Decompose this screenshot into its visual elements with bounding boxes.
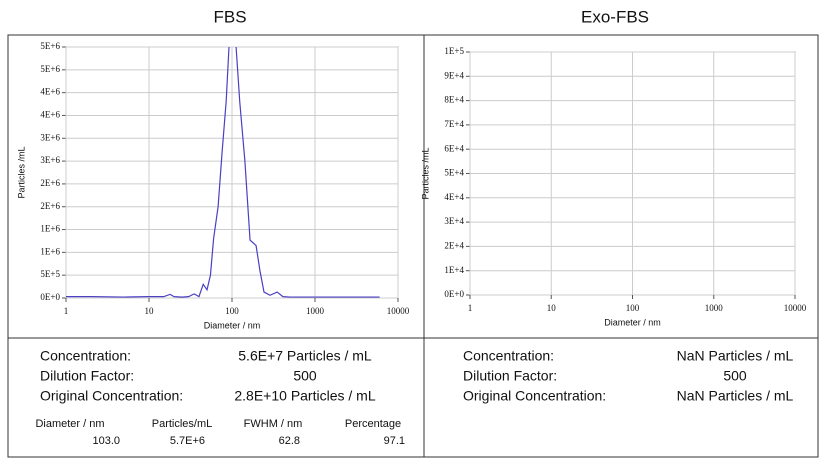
- x-tick-label: 1: [468, 303, 473, 313]
- y-tick-label: 3E+4: [444, 216, 464, 226]
- y-tick-label: 3E+6: [40, 132, 60, 142]
- stat-value: 2.8E+10 Particles / mL: [234, 388, 375, 404]
- x-axis-label: Diameter / nm: [604, 317, 661, 327]
- table-header: Diameter / nm: [35, 418, 104, 430]
- y-tick-label: 5E+6: [40, 64, 60, 74]
- stat-value: 500: [723, 368, 747, 384]
- table-value: 5.7E+6: [170, 435, 205, 447]
- y-tick-label: 2E+4: [444, 240, 464, 250]
- table-value: 103.0: [92, 435, 120, 447]
- stat-label: Original Concentration:: [40, 388, 183, 404]
- line: [66, 47, 380, 298]
- y-tick-label: 5E+6: [40, 41, 60, 51]
- stat-label: Concentration:: [463, 348, 554, 364]
- y-tick-label: 4E+6: [40, 87, 60, 97]
- x-tick-label: 10: [547, 303, 557, 313]
- x-tick-label: 1000: [705, 303, 724, 313]
- x-tick-label: 10000: [387, 306, 410, 316]
- y-axis-label: Particles /mL: [420, 147, 430, 199]
- table-header: Particles/mL: [152, 418, 213, 430]
- y-tick-label: 1E+4: [444, 265, 464, 275]
- y-axis-label: Particles /mL: [16, 146, 26, 198]
- y-tick-label: 1E+6: [40, 224, 60, 234]
- x-axis-label: Diameter / nm: [204, 320, 261, 330]
- table-header: FWHM / nm: [244, 418, 303, 430]
- y-tick-label: 9E+4: [444, 70, 464, 80]
- table-header: Percentage: [345, 418, 401, 430]
- y-tick-label: 2E+6: [40, 178, 60, 188]
- x-tick-label: 10000: [784, 303, 807, 313]
- x-tick-label: 1000: [306, 306, 325, 316]
- x-tick-label: 1: [64, 306, 69, 316]
- y-tick-label: 4E+4: [444, 192, 464, 202]
- stat-label: Concentration:: [40, 348, 131, 364]
- frame: [7, 34, 819, 458]
- stat-value: NaN Particles / mL: [677, 348, 794, 364]
- y-tick-label: 6E+4: [444, 143, 464, 153]
- stat-value: 500: [293, 368, 317, 384]
- y-tick-label: 2E+6: [40, 201, 60, 211]
- y-tick-label: 8E+4: [444, 95, 464, 105]
- table-value: 97.1: [384, 435, 405, 447]
- chart-title: Exo-FBS: [581, 7, 649, 26]
- y-tick-label: 1E+6: [40, 246, 60, 256]
- y-tick-label: 5E+4: [444, 168, 464, 178]
- y-tick-label: 5E+5: [40, 269, 60, 279]
- x-tick-label: 100: [225, 306, 239, 316]
- y-tick-label: 7E+4: [444, 119, 464, 129]
- y-tick-label: 4E+6: [40, 110, 60, 120]
- stat-label: Original Concentration:: [463, 388, 606, 404]
- x-tick-label: 10: [145, 306, 155, 316]
- table-value: 62.8: [279, 435, 300, 447]
- y-tick-label: 0E+0: [444, 289, 464, 299]
- stat-value: NaN Particles / mL: [677, 388, 794, 404]
- y-tick-label: 0E+0: [40, 292, 60, 302]
- y-tick-label: 3E+6: [40, 155, 60, 165]
- y-tick-label: 1E+5: [444, 46, 464, 56]
- stat-label: Dilution Factor:: [40, 368, 134, 384]
- chart-title: FBS: [213, 7, 246, 26]
- stat-label: Dilution Factor:: [463, 368, 557, 384]
- x-tick-label: 100: [626, 303, 640, 313]
- stat-value: 5.6E+7 Particles / mL: [238, 348, 372, 364]
